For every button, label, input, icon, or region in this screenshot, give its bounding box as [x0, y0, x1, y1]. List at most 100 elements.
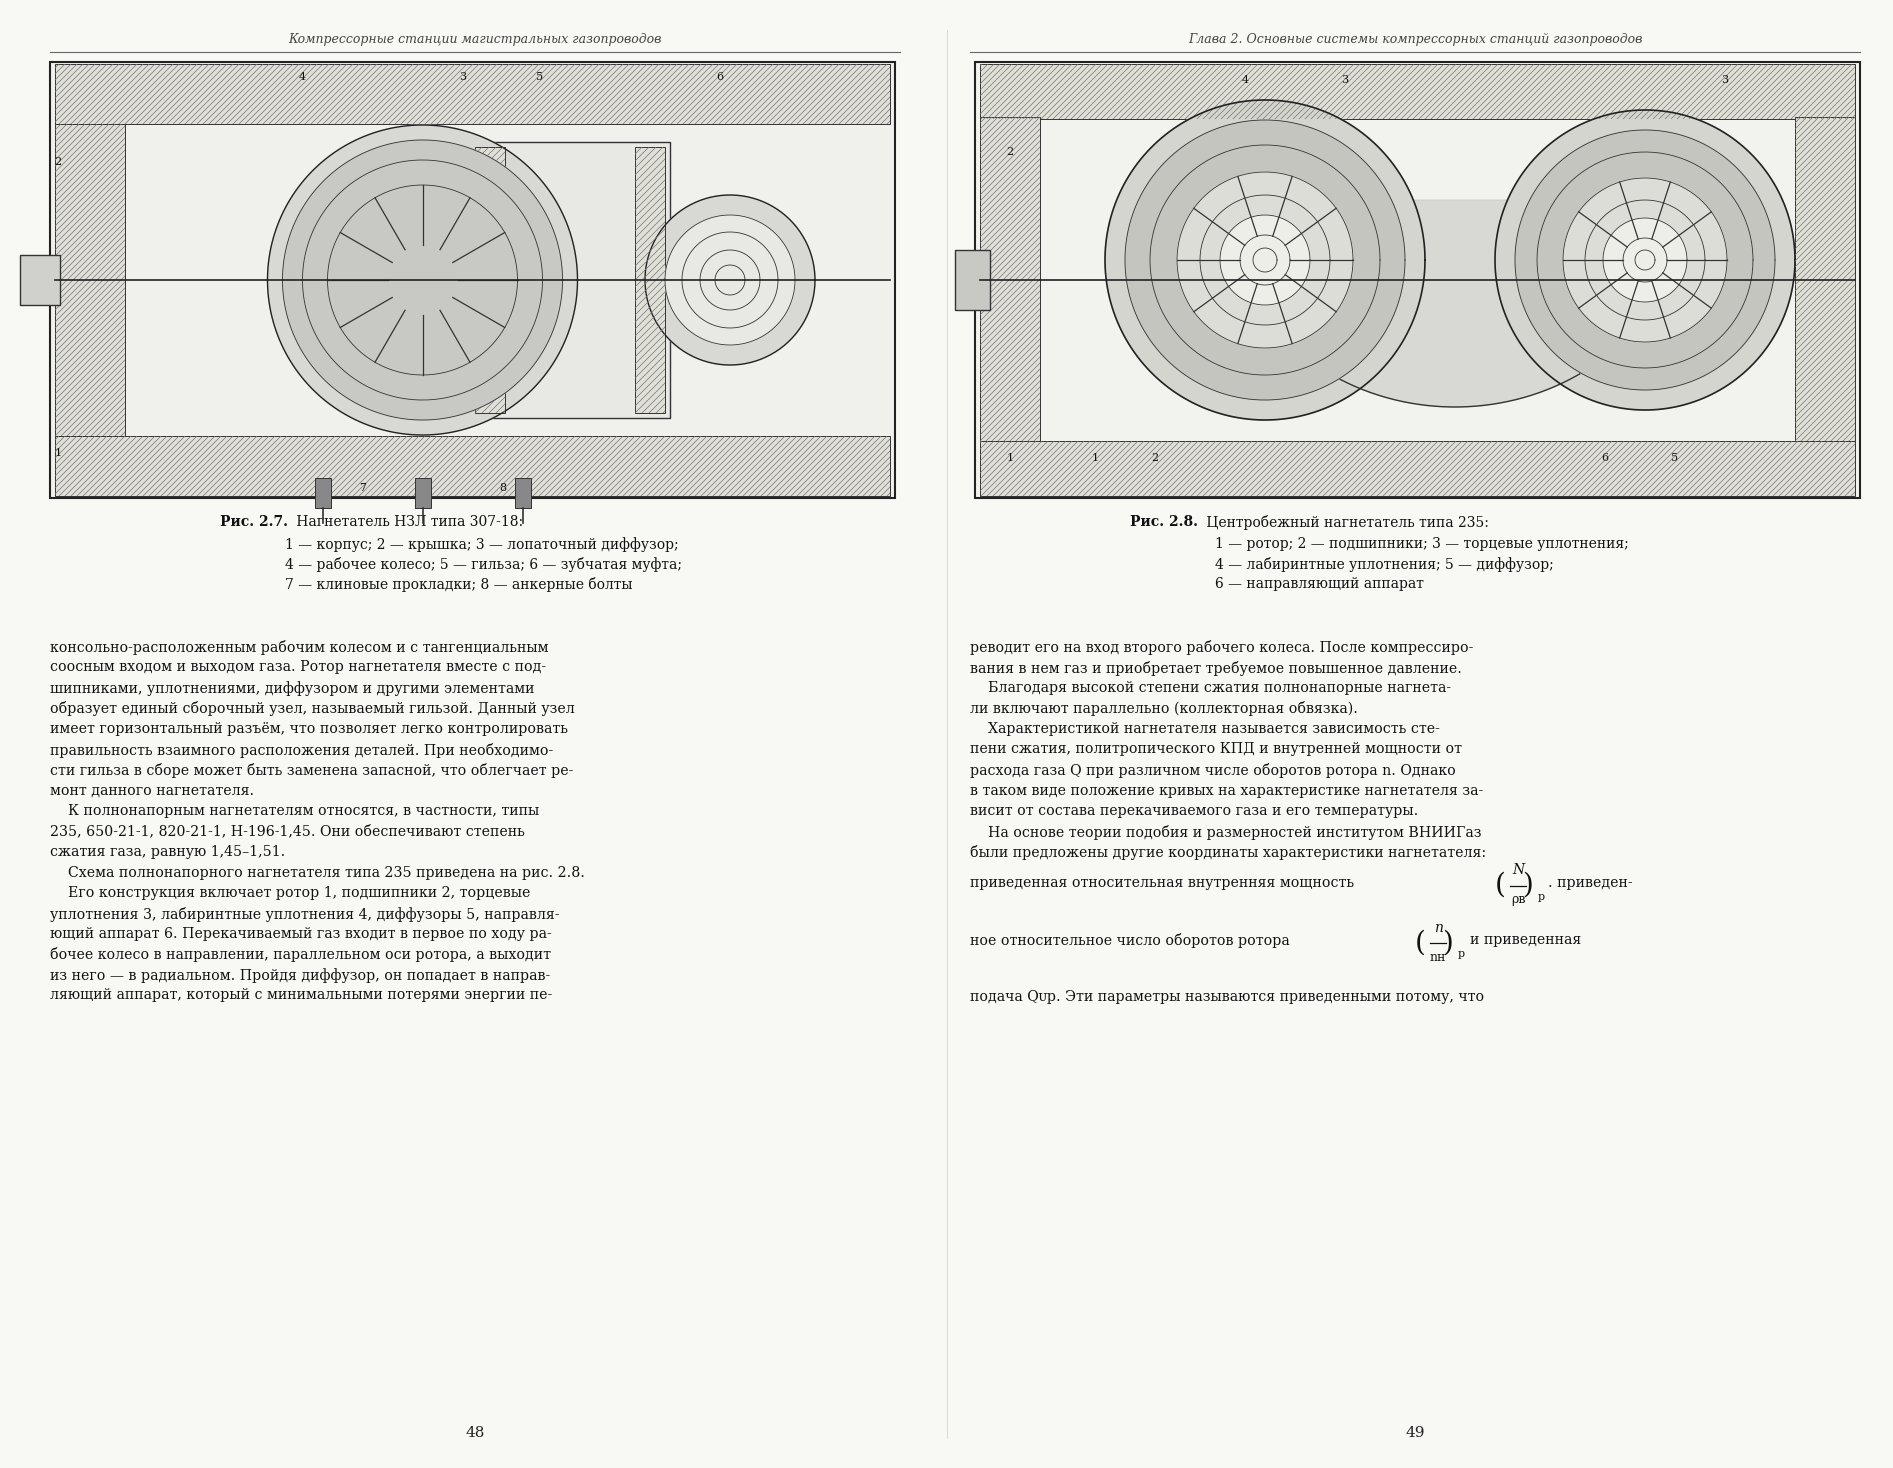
Text: были предложены другие координаты характеристики нагнетателя:: были предложены другие координаты характ…	[969, 846, 1486, 860]
Polygon shape	[700, 250, 759, 310]
Text: правильность взаимного расположения деталей. При необходимо-: правильность взаимного расположения дета…	[49, 743, 553, 757]
Bar	[954, 250, 990, 310]
Bar	[515, 479, 530, 508]
Bar	[981, 440, 1855, 496]
Text: (: (	[1495, 872, 1505, 898]
Bar	[55, 65, 890, 123]
Text: 4 — лабиринтные уплотнения; 5 — диффузор;: 4 — лабиринтные уплотнения; 5 — диффузор…	[1215, 556, 1554, 573]
Text: 2: 2	[1007, 147, 1013, 157]
Polygon shape	[646, 195, 816, 366]
Bar	[55, 123, 125, 436]
Text: 3: 3	[458, 72, 466, 82]
Text: На основе теории подобия и размерностей институтом ВНИИГаз: На основе теории подобия и размерностей …	[969, 825, 1482, 840]
Text: ющий аппарат 6. Перекачиваемый газ входит в первое по ходу ра-: ющий аппарат 6. Перекачиваемый газ входи…	[49, 926, 551, 941]
Text: уплотнения 3, лабиринтные уплотнения 4, диффузоры 5, направля-: уплотнения 3, лабиринтные уплотнения 4, …	[49, 907, 560, 922]
Polygon shape	[716, 266, 746, 295]
Bar	[49, 62, 895, 498]
Polygon shape	[1537, 153, 1753, 368]
Polygon shape	[1514, 131, 1776, 390]
Text: образует единый сборочный узел, называемый гильзой. Данный узел: образует единый сборочный узел, называем…	[49, 702, 575, 716]
Text: 5: 5	[536, 72, 543, 82]
Polygon shape	[1200, 195, 1331, 324]
Text: 1: 1	[1007, 454, 1013, 462]
Polygon shape	[1106, 100, 1425, 420]
Polygon shape	[267, 125, 577, 435]
Polygon shape	[1124, 120, 1405, 399]
Bar	[975, 62, 1861, 498]
Text: имеет горизонтальный разъём, что позволяет легко контролировать: имеет горизонтальный разъём, что позволя…	[49, 722, 568, 735]
Polygon shape	[282, 139, 562, 420]
Text: монт данного нагнетателя.: монт данного нагнетателя.	[49, 784, 254, 797]
Text: Рис. 2.8.: Рис. 2.8.	[1130, 515, 1198, 528]
Polygon shape	[1636, 250, 1654, 270]
Text: подача Qᴜр. Эти параметры называются приведенными потому, что: подача Qᴜр. Эти параметры называются при…	[969, 991, 1484, 1004]
Text: Рис. 2.7.: Рис. 2.7.	[220, 515, 288, 528]
Bar	[975, 62, 1861, 498]
Text: 2: 2	[55, 157, 62, 167]
Bar	[981, 65, 1855, 119]
Polygon shape	[388, 245, 458, 316]
Text: 1: 1	[55, 448, 62, 458]
Bar	[981, 117, 1039, 440]
Text: и приведенная: и приведенная	[1471, 932, 1581, 947]
Polygon shape	[1622, 238, 1668, 282]
Text: соосным входом и выходом газа. Ротор нагнетателя вместе с под-: соосным входом и выходом газа. Ротор наг…	[49, 661, 545, 674]
Text: ): )	[1442, 929, 1454, 956]
Polygon shape	[327, 185, 517, 374]
Bar	[475, 147, 505, 413]
Text: 7: 7	[360, 483, 365, 493]
Text: 48: 48	[466, 1425, 485, 1440]
Text: ρв: ρв	[1511, 894, 1526, 907]
Bar	[55, 436, 890, 496]
Text: 7 — клиновые прокладки; 8 — анкерные болты: 7 — клиновые прокладки; 8 — анкерные бол…	[286, 577, 632, 592]
Text: 3: 3	[1342, 75, 1348, 85]
Text: бочее колесо в направлении, параллельном оси ротора, а выходит: бочее колесо в направлении, параллельном…	[49, 947, 551, 963]
Polygon shape	[367, 225, 477, 335]
Bar	[314, 479, 331, 508]
Polygon shape	[1177, 172, 1353, 348]
Text: Характеристикой нагнетателя называется зависимость сте-: Характеристикой нагнетателя называется з…	[969, 722, 1441, 735]
Bar	[49, 62, 895, 498]
Bar	[469, 142, 670, 418]
Text: 1 — корпус; 2 — крышка; 3 — лопаточный диффузор;: 1 — корпус; 2 — крышка; 3 — лопаточный д…	[286, 537, 678, 552]
Text: р: р	[1458, 948, 1465, 959]
Polygon shape	[1495, 110, 1795, 410]
Text: 4: 4	[1242, 75, 1249, 85]
Text: 235, 650-21-1, 820-21-1, Н-196-1,45. Они обеспечивают степень: 235, 650-21-1, 820-21-1, Н-196-1,45. Они…	[49, 825, 524, 838]
Text: Компрессорные станции магистральных газопроводов: Компрессорные станции магистральных газо…	[288, 34, 663, 47]
Text: реводит его на вход второго рабочего колеса. После компрессиро-: реводит его на вход второго рабочего кол…	[969, 640, 1473, 655]
Text: пени сжатия, политропического КПД и внутренней мощности от: пени сжатия, политропического КПД и внут…	[969, 743, 1461, 756]
Text: р: р	[1537, 891, 1545, 901]
Text: N: N	[1513, 863, 1524, 878]
Text: ): )	[1522, 872, 1533, 898]
Polygon shape	[1219, 214, 1310, 305]
Text: 2: 2	[1151, 454, 1159, 462]
Bar	[415, 479, 430, 508]
Text: Схема полнонапорного нагнетателя типа 235 приведена на рис. 2.8.: Схема полнонапорного нагнетателя типа 23…	[49, 866, 585, 879]
Text: ли включают параллельно (коллекторная обвязка).: ли включают параллельно (коллекторная об…	[969, 702, 1357, 716]
Text: вания в нем газ и приобретает требуемое повышенное давление.: вания в нем газ и приобретает требуемое …	[969, 661, 1461, 675]
Text: (: (	[1414, 929, 1425, 956]
Text: 4 — рабочее колесо; 5 — гильза; 6 — зубчатая муфта;: 4 — рабочее колесо; 5 — гильза; 6 — зубч…	[286, 556, 681, 573]
Text: висит от состава перекачиваемого газа и его температуры.: висит от состава перекачиваемого газа и …	[969, 804, 1418, 818]
Text: Глава 2. Основные системы компрессорных станций газопроводов: Глава 2. Основные системы компрессорных …	[1187, 34, 1643, 47]
Text: 5: 5	[1672, 454, 1679, 462]
Text: из него — в радиальном. Пройдя диффузор, он попадает в направ-: из него — в радиальном. Пройдя диффузор,…	[49, 967, 551, 984]
Text: в таком виде положение кривых на характеристике нагнетателя за-: в таком виде положение кривых на характе…	[969, 784, 1484, 797]
Polygon shape	[1584, 200, 1706, 320]
Polygon shape	[405, 261, 441, 298]
Text: приведенная относительная внутренняя мощность: приведенная относительная внутренняя мощ…	[969, 875, 1353, 890]
Text: Благодаря высокой степени сжатия полнонапорные нагнета-: Благодаря высокой степени сжатия полнона…	[969, 681, 1452, 694]
Text: Его конструкция включает ротор 1, подшипники 2, торцевые: Его конструкция включает ротор 1, подшип…	[49, 887, 530, 900]
Bar	[21, 255, 61, 305]
Text: сжатия газа, равную 1,45–1,51.: сжатия газа, равную 1,45–1,51.	[49, 846, 286, 859]
Text: 1: 1	[1092, 454, 1098, 462]
Text: 4: 4	[299, 72, 307, 82]
Polygon shape	[303, 160, 543, 399]
Text: Центробежный нагнетатель типа 235:: Центробежный нагнетатель типа 235:	[1202, 515, 1490, 530]
Polygon shape	[1240, 235, 1289, 285]
Text: ное относительное число оборотов ротора: ное относительное число оборотов ротора	[969, 932, 1289, 948]
Polygon shape	[1603, 219, 1687, 302]
Text: . приведен-: . приведен-	[1548, 875, 1632, 890]
Text: консольно-расположенным рабочим колесом и с тангенциальным: консольно-расположенным рабочим колесом …	[49, 640, 549, 655]
